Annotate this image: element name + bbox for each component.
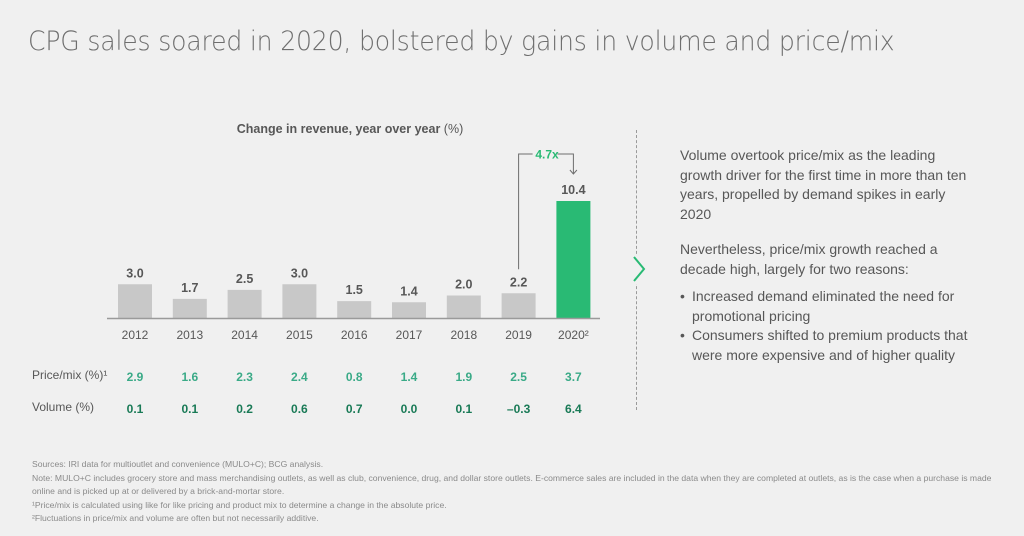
- volume-value: 0.6: [291, 402, 308, 416]
- bar: [227, 289, 262, 318]
- bar-value-label: 3.0: [291, 266, 308, 280]
- chart-title-unit: (%): [443, 122, 464, 136]
- bar: [337, 301, 372, 318]
- insight-bullets: Increased demand eliminated the need for…: [680, 287, 970, 365]
- bar-value-label: 2.5: [236, 272, 253, 286]
- price-mix-value: 0.8: [346, 370, 363, 384]
- volume-value: 0.1: [181, 402, 198, 416]
- volume-value: 0.2: [236, 402, 253, 416]
- bar-value-label: 10.4: [561, 183, 585, 197]
- price-mix-value: 2.3: [236, 370, 253, 384]
- price-mix-value: 1.6: [181, 370, 198, 384]
- volume-value: –0.3: [507, 402, 531, 416]
- x-tick-label: 2014: [231, 328, 258, 342]
- bar: [446, 295, 481, 318]
- chart-title: Change in revenue, year over year (%): [100, 122, 600, 136]
- sources-note: Sources: IRI data for multioutlet and co…: [32, 459, 324, 469]
- insight-paragraph-1: Volume overtook price/mix as the leading…: [680, 147, 967, 222]
- price-mix-value: 1.9: [455, 370, 472, 384]
- bar-value-label: 2.2: [510, 275, 527, 289]
- volume-value: 0.7: [346, 402, 363, 416]
- bar: [282, 284, 317, 318]
- x-tick-label: 2019: [505, 328, 532, 342]
- x-tick-label: 2012: [122, 328, 149, 342]
- bar: [501, 293, 536, 318]
- insight-panel: Volume overtook price/mix as the leading…: [680, 146, 970, 365]
- bar-value-label: 3.0: [126, 266, 143, 280]
- price-mix-value: 1.4: [401, 370, 418, 384]
- price-mix-value: 2.9: [127, 370, 144, 384]
- bar-value-label: 2.0: [455, 278, 472, 292]
- x-tick-label: 2015: [286, 328, 313, 342]
- price-mix-value: 2.4: [291, 370, 308, 384]
- bar: [172, 298, 207, 318]
- x-tick-label: 2018: [450, 328, 477, 342]
- x-tick-label: 2017: [396, 328, 423, 342]
- footnote-1: ¹Price/mix is calculated using like for …: [32, 499, 447, 510]
- footnote-2: ²Fluctuations in price/mix and volume ar…: [32, 513, 319, 523]
- bar-value-label: 1.4: [400, 284, 417, 298]
- methodology-note: Note: MULO+C includes grocery store and …: [32, 472, 992, 497]
- insight-bullet: Consumers shifted to premium products th…: [680, 326, 970, 365]
- bar-value-label: 1.7: [181, 281, 198, 295]
- x-tick-label: 2020²: [558, 328, 589, 342]
- volume-row-label: Volume (%): [32, 400, 95, 414]
- bar-value-label: 1.5: [346, 283, 363, 297]
- insight-bullet: Increased demand eliminated the need for…: [680, 287, 970, 326]
- chevron-right-icon: [628, 254, 648, 284]
- price-mix-value: 2.5: [510, 370, 527, 384]
- chart-title-text: Change in revenue, year over year: [236, 122, 441, 136]
- volume-value: 6.4: [565, 402, 582, 416]
- volume-value: 0.1: [455, 402, 472, 416]
- bar: [556, 201, 591, 318]
- annotation-bracket-right: [557, 153, 574, 174]
- footnotes: Sources: IRI data for multioutlet and co…: [32, 458, 1002, 526]
- insight-paragraph-2: Nevertheless, price/mix growth reached a…: [680, 241, 938, 277]
- price-mix-row-label: Price/mix (%)¹: [32, 368, 108, 382]
- annotation-arrow-icon: [569, 169, 578, 175]
- volume-value: 0.0: [401, 402, 418, 416]
- bar: [392, 302, 426, 318]
- bar: [118, 284, 152, 318]
- price-mix-value: 3.7: [565, 370, 582, 384]
- page-title: CPG sales soared in 2020, bolstered by g…: [28, 26, 895, 57]
- annotation-bracket-left: [518, 153, 533, 270]
- x-tick-label: 2016: [341, 328, 368, 342]
- x-tick-label: 2013: [176, 328, 203, 342]
- annotation-label: 4.7x: [535, 148, 559, 162]
- volume-value: 0.1: [127, 402, 144, 416]
